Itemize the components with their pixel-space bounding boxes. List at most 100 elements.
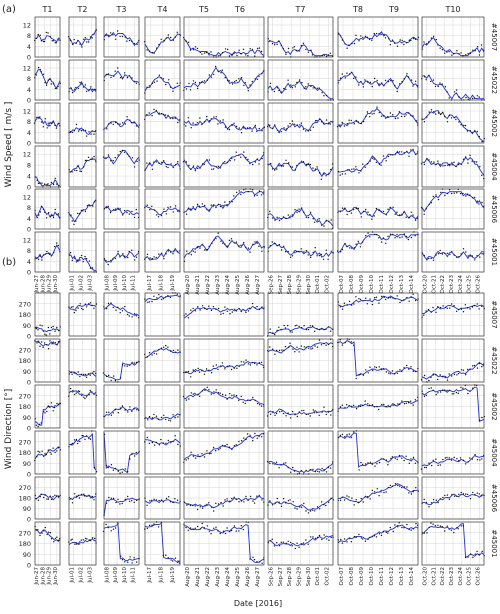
- observation-point: [71, 91, 74, 94]
- model-series-line: [267, 341, 334, 354]
- observation-point: [146, 504, 148, 506]
- observation-point: [127, 561, 129, 563]
- observation-point: [203, 52, 206, 54]
- x-tick-label: Oct-09: [359, 567, 365, 586]
- observation-point: [437, 306, 439, 308]
- observation-point: [156, 214, 158, 216]
- observation-point: [391, 456, 394, 458]
- observation-point: [155, 441, 158, 444]
- x-tick-label: Oct-22: [440, 275, 446, 294]
- observation-point: [437, 392, 439, 394]
- observation-point: [444, 86, 447, 88]
- subplot-frame: [337, 16, 419, 58]
- observation-point: [282, 245, 285, 247]
- observation-point: [146, 114, 148, 116]
- observation-point: [353, 344, 355, 346]
- observation-point: [389, 526, 391, 529]
- observation-point: [383, 33, 385, 35]
- observation-point: [194, 310, 196, 312]
- observation-point: [360, 80, 362, 83]
- observation-point: [220, 313, 222, 315]
- observation-point: [316, 87, 319, 90]
- observation-point: [439, 306, 442, 309]
- x-tick-label: Jul-01: [70, 275, 76, 292]
- x-tick-label: Oct-08: [349, 275, 355, 294]
- observation-point: [174, 117, 176, 120]
- x-axis-label: Date [2016]: [234, 599, 282, 608]
- observation-point: [76, 169, 78, 172]
- observation-point: [252, 500, 254, 502]
- observation-point: [360, 461, 362, 464]
- observation-point: [243, 501, 245, 503]
- observation-point: [199, 455, 201, 458]
- observation-point: [472, 491, 474, 494]
- observation-point: [75, 86, 77, 89]
- observation-point: [476, 367, 479, 369]
- observation-point: [246, 127, 249, 129]
- observation-point: [131, 77, 133, 79]
- observation-point: [231, 201, 233, 203]
- observation-point: [437, 524, 439, 526]
- observation-point: [39, 495, 41, 498]
- observation-point: [131, 500, 133, 502]
- observation-point: [350, 119, 352, 122]
- observation-point: [77, 165, 80, 167]
- observation-point: [462, 387, 464, 389]
- observation-point: [90, 158, 92, 160]
- observation-point: [47, 212, 50, 214]
- observation-point: [302, 161, 305, 163]
- observation-point: [42, 40, 45, 43]
- observation-point: [367, 496, 369, 498]
- observation-point: [478, 96, 480, 98]
- model-series-line: [34, 205, 61, 220]
- observation-point: [389, 112, 392, 114]
- observation-point: [57, 123, 60, 125]
- model-series-line: [103, 70, 140, 84]
- observation-point: [463, 124, 465, 127]
- observation-point: [151, 417, 154, 419]
- observation-point: [163, 39, 165, 42]
- observation-point: [301, 410, 303, 412]
- observation-point: [346, 434, 348, 436]
- observation-point: [163, 160, 165, 162]
- observation-point: [188, 82, 190, 85]
- x-tick-label: Sep-26: [269, 275, 275, 295]
- observation-point: [316, 411, 318, 414]
- observation-point: [341, 121, 343, 124]
- observation-point: [341, 248, 344, 251]
- observation-point: [462, 311, 465, 313]
- observation-point: [224, 201, 226, 203]
- observation-point: [414, 219, 417, 221]
- observation-point: [197, 393, 199, 396]
- observation-point: [275, 349, 278, 352]
- observation-point: [261, 157, 263, 160]
- observation-point: [353, 208, 355, 211]
- subplot-frame: [34, 384, 61, 429]
- observation-point: [119, 503, 121, 505]
- observation-point: [465, 463, 467, 465]
- observation-point: [174, 557, 177, 559]
- period-label: T1: [42, 5, 53, 14]
- observation-point: [49, 451, 51, 454]
- observation-point: [229, 160, 231, 162]
- observation-point: [307, 413, 309, 415]
- observation-point: [280, 131, 282, 133]
- x-tick-label: Oct-02: [324, 275, 330, 294]
- observation-point: [123, 151, 126, 153]
- observation-point: [107, 302, 110, 305]
- observation-point: [252, 556, 254, 558]
- observation-point: [387, 155, 390, 158]
- observation-point: [77, 494, 80, 497]
- observation-point: [392, 530, 394, 533]
- observation-point: [397, 403, 399, 405]
- observation-point: [344, 173, 346, 175]
- observation-point: [213, 73, 215, 76]
- observation-point: [228, 55, 231, 57]
- observation-point: [108, 123, 110, 125]
- observation-point: [410, 400, 412, 402]
- observation-point: [287, 47, 290, 50]
- observation-point: [314, 330, 316, 332]
- observation-point: [119, 472, 121, 474]
- observation-point: [133, 408, 135, 410]
- x-tick-label: Jul-02: [79, 275, 85, 292]
